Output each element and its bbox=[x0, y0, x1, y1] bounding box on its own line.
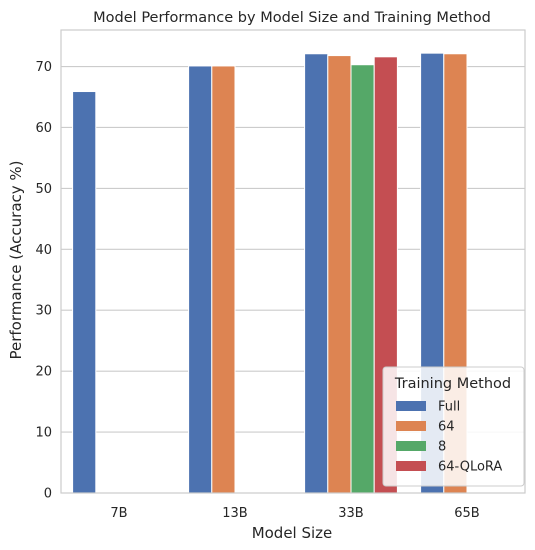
plot-frame bbox=[60, 29, 526, 494]
legend-swatch bbox=[396, 461, 426, 471]
y-axis-title: Performance (Accuracy %) bbox=[7, 160, 25, 359]
bar bbox=[72, 91, 97, 494]
legend-label: Full bbox=[438, 400, 460, 415]
y-tick-label: 40 bbox=[35, 243, 52, 258]
legend-swatch bbox=[396, 421, 426, 431]
x-tick-label: 7B bbox=[110, 506, 127, 521]
y-tick-label: 60 bbox=[35, 121, 52, 136]
y-tick-label: 70 bbox=[35, 60, 52, 75]
y-tick-label: 50 bbox=[35, 182, 52, 197]
y-tick-label: 20 bbox=[35, 365, 52, 380]
legend-title: Training Method bbox=[394, 376, 511, 392]
y-tick-label: 0 bbox=[44, 487, 52, 502]
y-tick-label: 10 bbox=[35, 426, 52, 441]
y-tick-label: 30 bbox=[35, 304, 52, 319]
legend-swatch bbox=[396, 441, 426, 451]
bar bbox=[327, 55, 352, 494]
legend: Training Method Full 64 8 64-QLoRA bbox=[382, 366, 525, 487]
grid-lines bbox=[61, 66, 525, 494]
legend-items: Full 64 8 64-QLoRA bbox=[396, 400, 502, 475]
x-tick-label: 33B bbox=[338, 506, 363, 521]
x-axis-title: Model Size bbox=[252, 524, 333, 542]
chart-title: Model Performance by Model Size and Trai… bbox=[93, 10, 491, 26]
bar bbox=[304, 53, 329, 494]
x-tick-labels: 7B 13B 33B 65B bbox=[110, 506, 479, 521]
bar bbox=[350, 64, 375, 494]
legend-label: 8 bbox=[438, 440, 446, 455]
legend-swatch bbox=[396, 401, 426, 411]
legend-label: 64-QLoRA bbox=[438, 460, 502, 475]
x-tick-label: 13B bbox=[222, 506, 247, 521]
bar bbox=[188, 65, 213, 494]
legend-box bbox=[382, 366, 525, 487]
y-tick-labels: 0 10 20 30 40 50 60 70 bbox=[35, 60, 52, 501]
legend-label: 64 bbox=[438, 420, 455, 435]
x-tick-label: 65B bbox=[454, 506, 479, 521]
bar bbox=[211, 65, 236, 494]
